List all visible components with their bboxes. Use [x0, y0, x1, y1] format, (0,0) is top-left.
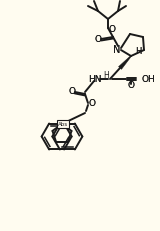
Text: O: O	[108, 25, 116, 34]
Text: H: H	[135, 47, 141, 56]
Text: H: H	[135, 47, 141, 56]
Text: O: O	[95, 34, 101, 43]
Text: OH: OH	[142, 74, 156, 83]
Text: O: O	[128, 81, 135, 90]
Text: O: O	[68, 87, 76, 96]
Text: O: O	[108, 25, 116, 34]
Text: OH: OH	[142, 74, 156, 83]
Text: O: O	[88, 98, 96, 107]
Text: O: O	[68, 87, 76, 96]
Text: O: O	[128, 81, 135, 90]
Text: HN: HN	[88, 74, 102, 83]
Text: HN: HN	[88, 74, 102, 83]
Text: N: N	[113, 45, 121, 55]
Text: Abs: Abs	[58, 122, 68, 127]
Text: N: N	[113, 45, 121, 55]
Polygon shape	[119, 56, 131, 70]
Text: O: O	[95, 34, 101, 43]
Text: H: H	[103, 70, 109, 79]
Text: O: O	[88, 98, 96, 107]
